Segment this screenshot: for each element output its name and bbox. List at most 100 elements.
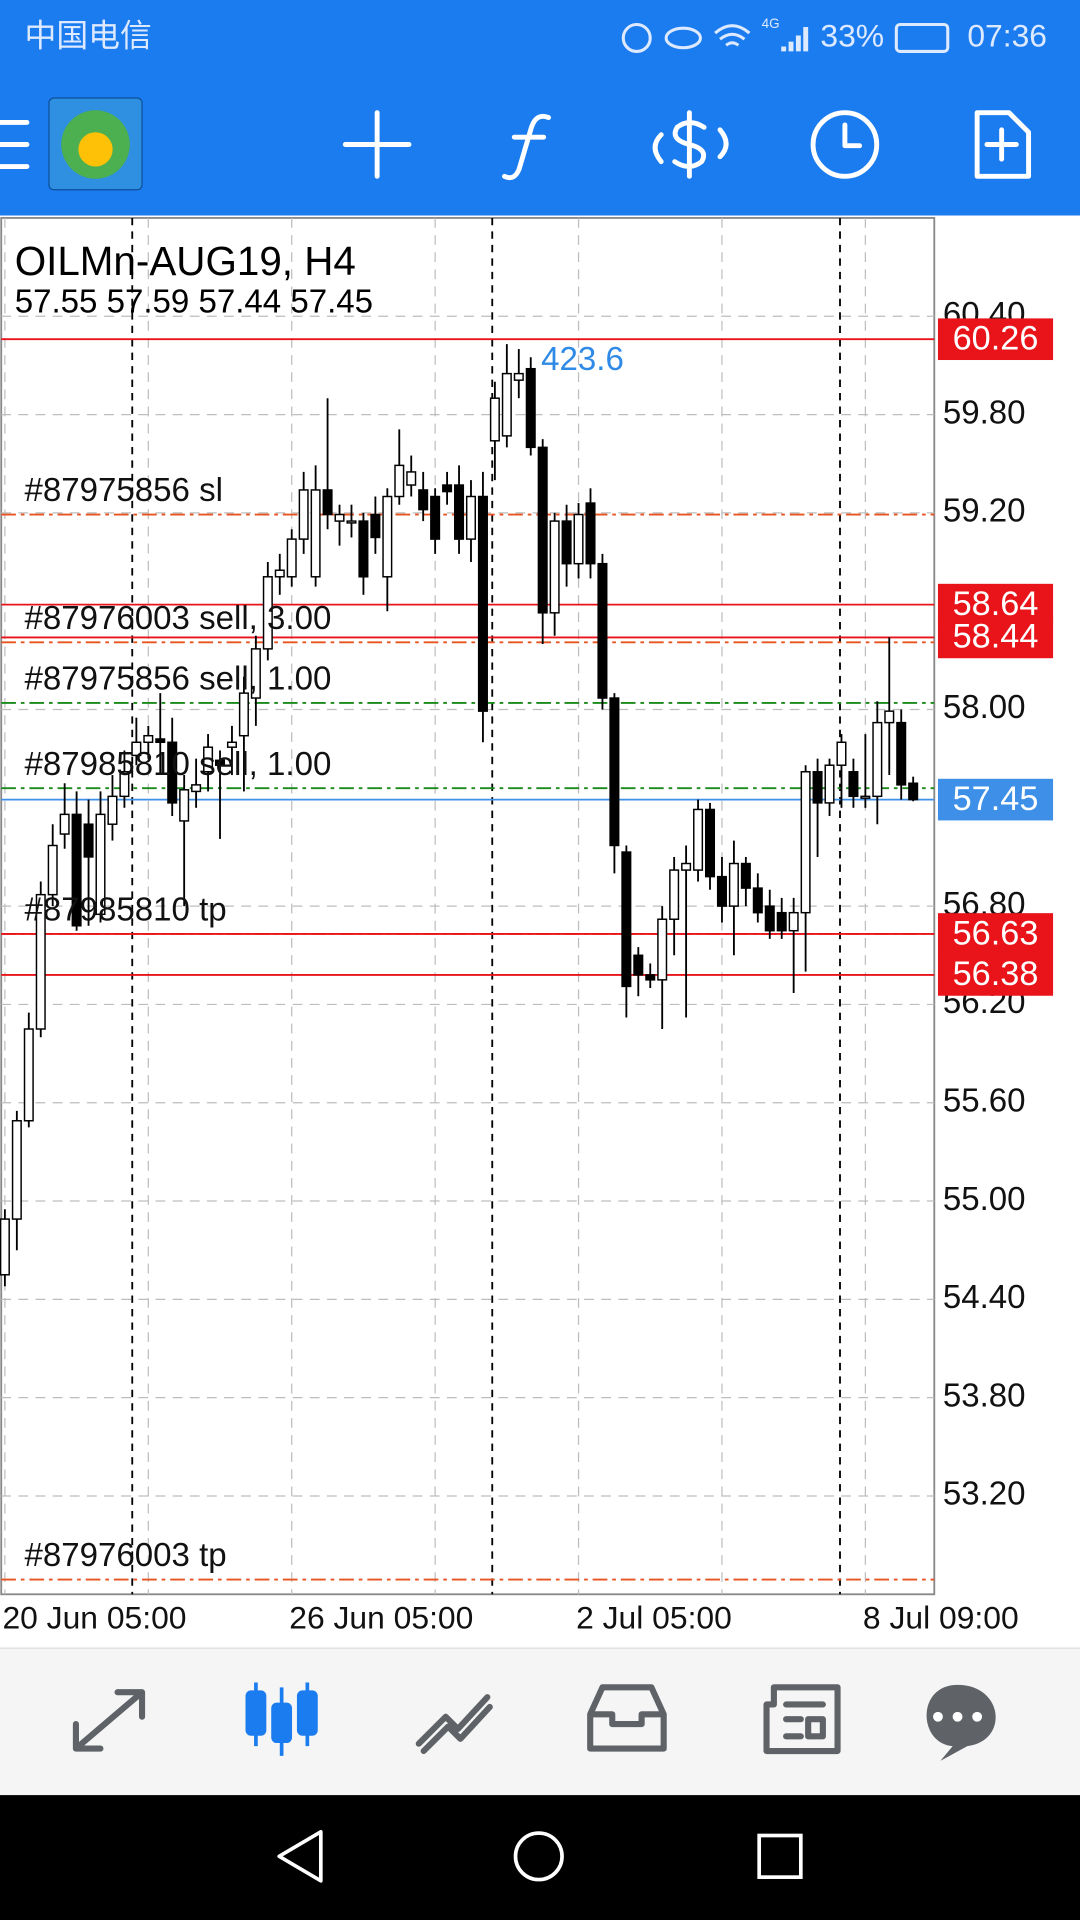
crosshair-button[interactable] (342, 110, 412, 179)
candle-body (95, 813, 106, 916)
menu-button[interactable] (0, 120, 30, 169)
candle-body (203, 746, 214, 773)
candle-body (35, 893, 46, 1030)
news-tab[interactable] (763, 1684, 841, 1755)
y-tick-label: 59.20 (943, 493, 1026, 530)
candle-body (824, 764, 835, 804)
x-tick-label: 2 Jul 05:00 (576, 1599, 732, 1635)
app-bar (0, 0, 1080, 216)
chat-icon (926, 1684, 996, 1761)
price-box-label: 57.45 (953, 780, 1039, 818)
candle-body (191, 784, 202, 793)
chart-tab[interactable] (245, 1682, 318, 1756)
history-tab[interactable] (587, 1684, 667, 1752)
candle-body (704, 808, 716, 878)
chat-dot (952, 1711, 963, 1722)
indicators-button[interactable] (502, 113, 552, 181)
candle-body (131, 741, 142, 757)
candle-body (477, 495, 488, 712)
chart-tab-candle (245, 1690, 267, 1736)
candle-body (107, 795, 118, 825)
doc-icon (974, 110, 1032, 179)
candle-body (597, 562, 608, 699)
chat-dot (972, 1711, 983, 1722)
y-tick-label: 55.60 (943, 1082, 1026, 1119)
app-logo[interactable] (48, 97, 143, 191)
candle-body (872, 721, 883, 798)
crosshair-icon (342, 110, 412, 179)
candle-body (334, 513, 345, 522)
trade-tab[interactable] (415, 1694, 493, 1755)
candle-body (800, 771, 811, 914)
candle-body (346, 520, 357, 524)
candle-body (884, 710, 895, 724)
candle-body (214, 759, 226, 766)
eye-icon (664, 26, 702, 50)
candle-body (454, 484, 465, 540)
clock-icon (810, 110, 880, 179)
chart-tab-candle (296, 1690, 318, 1736)
clock-hands (842, 122, 863, 149)
candle-body (633, 954, 644, 976)
candle-body (836, 741, 847, 766)
price-box (937, 616, 1054, 659)
new-order-button[interactable] (974, 110, 1032, 179)
candle-body (322, 489, 333, 516)
bottom-nav (0, 1648, 1080, 1796)
price-box-label: 60.26 (953, 319, 1039, 357)
price-box (937, 913, 1054, 955)
candle-body (274, 569, 285, 578)
candle-body (358, 520, 369, 578)
chart-tab-candle (271, 1702, 293, 1744)
candle-body (776, 911, 787, 932)
price-box-label: 58.44 (953, 618, 1039, 656)
trade-button[interactable] (652, 110, 729, 179)
battery-icon (894, 22, 950, 53)
candle-body (155, 738, 166, 744)
order-label: #87985810 tp (24, 892, 226, 929)
candle-body (681, 862, 692, 871)
overlay: 60.4059.8059.2058.0056.8056.2055.6055.00… (15, 238, 1054, 1574)
candle-body (752, 887, 763, 914)
candle-body (764, 905, 775, 932)
home-button[interactable] (513, 1831, 564, 1882)
candle-body (669, 869, 680, 920)
order-label: #87975856 sell, 1.00 (24, 661, 331, 698)
chart: 60.4059.8059.2058.0056.8056.2055.6055.00… (0, 217, 1054, 1595)
timeframe-button[interactable] (810, 110, 880, 179)
candle-body (645, 974, 656, 981)
y-tick-label: 55.00 (943, 1181, 1026, 1218)
network: 4G (762, 16, 780, 31)
candle-body (286, 538, 297, 578)
order-label: #87976003 sell, 3.00 (24, 600, 331, 637)
price-box-label: 56.63 (953, 914, 1039, 952)
recents-button[interactable] (757, 1833, 803, 1879)
candle-body (250, 648, 261, 699)
signal-icon (781, 26, 809, 52)
candles (0, 344, 919, 1287)
chat-tab[interactable] (926, 1684, 996, 1761)
price-box (937, 318, 1054, 361)
candle-body (47, 844, 58, 896)
price-box (937, 954, 1054, 996)
candle-body (0, 1218, 10, 1276)
candle-body (143, 734, 154, 744)
candle-body (442, 484, 453, 493)
x-tick-label: 8 Jul 09:00 (863, 1599, 1019, 1635)
candle-body (489, 397, 500, 442)
price-box-label: 56.38 (953, 955, 1039, 993)
candle-body (179, 789, 190, 822)
quotes-tab[interactable] (72, 1689, 146, 1752)
annotation: 423.6 (541, 341, 624, 378)
candle-body (23, 1028, 34, 1122)
candle-body (406, 471, 417, 486)
back-button[interactable] (277, 1830, 323, 1883)
price-box (937, 778, 1054, 821)
trade-icon (652, 110, 729, 179)
candle-body (621, 851, 632, 988)
clock: 07:36 (967, 17, 1047, 53)
candle-body (908, 782, 919, 801)
candle-body (693, 808, 704, 871)
recents-icon (757, 1833, 803, 1879)
